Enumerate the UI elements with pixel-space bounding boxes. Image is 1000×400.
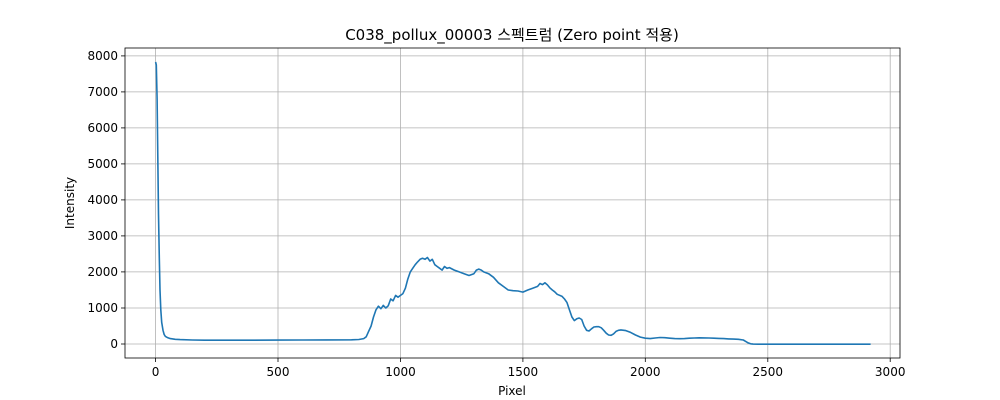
x-axis-ticks: 0 500 1000 1500 2000 2500 3000 [152,358,906,379]
x-tick-label: 1000 [385,365,416,379]
x-tick-label: 500 [267,365,290,379]
series-layer [154,61,871,346]
y-tick-label: 6000 [87,121,118,135]
grid [125,48,900,358]
x-tick-label: 2500 [753,365,784,379]
y-axis-ticks: 0 1000 2000 3000 4000 5000 6000 7000 8000 [87,49,125,351]
y-tick-label: 7000 [87,85,118,99]
spectrum-series-line [154,61,871,346]
y-tick-label: 3000 [87,229,118,243]
x-tick-label: 2000 [630,365,661,379]
plot-frame [124,47,901,359]
y-axis-label: Intensity [63,177,77,229]
x-tick-label: 3000 [875,365,906,379]
chart-title: C038_pollux_00003 스펙트럼 (Zero point 적용) [345,26,679,45]
y-tick-label: 4000 [87,193,118,207]
y-tick-label: 2000 [87,265,118,279]
x-tick-label: 0 [152,365,160,379]
y-tick-label: 0 [110,337,118,351]
y-tick-label: 1000 [87,301,118,315]
y-tick-label: 8000 [87,49,118,63]
y-tick-label: 5000 [87,157,118,171]
x-axis-label: Pixel [498,384,526,398]
x-tick-label: 1500 [508,365,539,379]
